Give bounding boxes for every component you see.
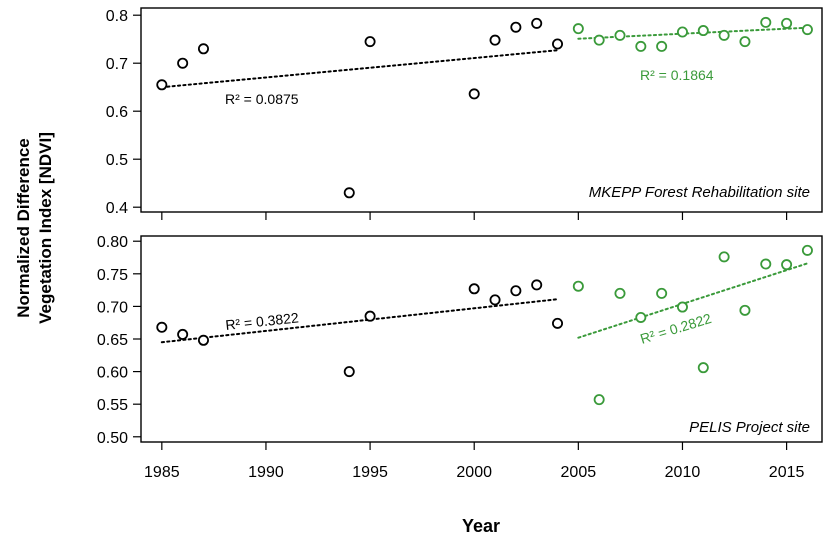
data-point	[718, 251, 730, 263]
data-point	[739, 304, 751, 316]
data-point	[801, 244, 813, 256]
data-point	[177, 328, 189, 340]
x-tick-label: 1985	[144, 464, 180, 481]
trend-line	[577, 262, 809, 339]
data-point	[614, 287, 626, 299]
data-point	[197, 334, 209, 346]
data-point	[156, 321, 168, 333]
data-point	[531, 17, 543, 29]
data-point	[531, 279, 543, 291]
x-tick-label: 2000	[456, 464, 492, 481]
plot-frame	[140, 7, 823, 213]
y-tick-label: 0.8	[106, 8, 128, 25]
data-point	[801, 24, 813, 36]
r2-label: R² = 0.0875	[225, 91, 299, 107]
data-point	[760, 16, 772, 28]
x-axis-label: Year	[462, 516, 500, 536]
y-axis-label-line1: Normalized Difference	[14, 138, 33, 318]
site-label: MKEPP Forest Rehabilitation site	[589, 184, 810, 201]
x-tick-label: 1990	[248, 464, 284, 481]
r2-label: R² = 0.2822	[638, 310, 713, 347]
data-point	[781, 259, 793, 271]
y-tick-label: 0.70	[97, 299, 128, 316]
data-point	[635, 40, 647, 52]
x-tick-label: 1995	[352, 464, 388, 481]
data-point	[781, 17, 793, 29]
trend-line	[160, 298, 559, 344]
data-point	[468, 88, 480, 100]
y-tick-label: 0.80	[97, 234, 128, 251]
data-point	[552, 317, 564, 329]
x-tick-label: 2005	[561, 464, 597, 481]
data-point	[552, 38, 564, 50]
data-point	[656, 287, 668, 299]
y-tick-label: 0.6	[106, 104, 128, 121]
plot-frame	[140, 235, 823, 443]
data-point	[156, 79, 168, 91]
y-tick-label: 0.65	[97, 332, 128, 349]
panels: 0.4 0.5 0.6 0.7 0.8 R² = 0.0875 R² = 0.1864 MKE…	[97, 7, 823, 481]
x-tick-label: 2015	[769, 464, 805, 481]
r2-label: R² = 0.1864	[640, 67, 714, 83]
data-point	[697, 362, 709, 374]
data-point	[593, 394, 605, 406]
data-point	[635, 311, 647, 323]
data-point	[760, 258, 772, 270]
data-point	[364, 36, 376, 48]
y-axis-label-line2: Vegetation Index [NDVI]	[36, 132, 55, 324]
y-tick-label: 0.4	[106, 200, 128, 217]
site-label: PELIS Project site	[689, 419, 810, 436]
y-tick-label: 0.50	[97, 430, 128, 447]
trend-line	[577, 26, 809, 40]
data-point	[468, 283, 480, 295]
data-point	[676, 26, 688, 38]
r2-label: R² = 0.3822	[225, 309, 300, 333]
data-point	[718, 29, 730, 41]
data-point	[489, 294, 501, 306]
data-point	[364, 310, 376, 322]
y-tick-label: 0.5	[106, 152, 128, 169]
data-point	[177, 57, 189, 69]
data-point	[489, 34, 501, 46]
data-point	[343, 366, 355, 378]
y-tick-label: 0.75	[97, 267, 128, 284]
data-point	[197, 43, 209, 55]
data-point	[572, 23, 584, 35]
data-point	[614, 29, 626, 41]
data-point	[739, 36, 751, 48]
data-point	[343, 187, 355, 199]
panel-1: 0.4 0.5 0.6 0.7 0.8 R² = 0.0875 R² = 0.1864 MKE…	[106, 7, 823, 220]
x-tick-label: 2010	[665, 464, 701, 481]
data-point	[572, 280, 584, 292]
data-point	[510, 21, 522, 33]
y-tick-label: 0.60	[97, 365, 128, 382]
y-tick-label: 0.55	[97, 397, 128, 414]
trend-line	[160, 49, 559, 89]
data-point	[593, 34, 605, 46]
data-point	[676, 301, 688, 313]
data-point	[656, 40, 668, 52]
y-tick-label: 0.7	[106, 56, 128, 73]
panel-2: 0.50 0.55 0.60 0.65 0.70 0.75 0.80 1985 1990 1995…	[97, 234, 823, 481]
data-point	[697, 25, 709, 37]
data-point	[510, 285, 522, 297]
